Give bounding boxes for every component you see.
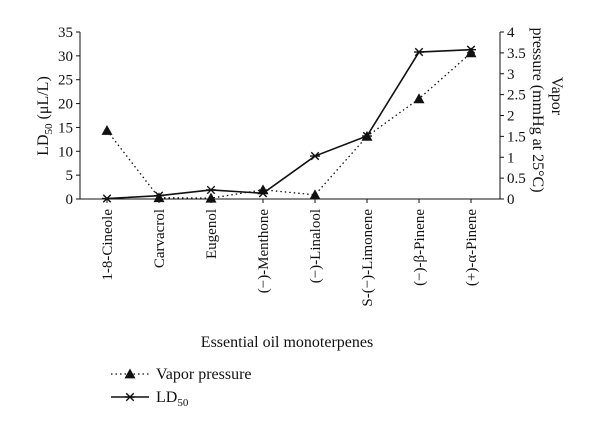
left-tick-label: 20 bbox=[58, 97, 73, 113]
right-axis-title-line2: pressure (mmHg at 25°C) bbox=[529, 27, 546, 192]
right-tick-label: 3.5 bbox=[507, 46, 526, 62]
plot-area bbox=[101, 45, 477, 203]
legend-label: Vapor pressure bbox=[156, 366, 252, 383]
x-tick-label: Carvacrol bbox=[152, 209, 168, 268]
left-tick-label: 15 bbox=[58, 120, 73, 136]
legend-label: LD50 bbox=[156, 389, 189, 409]
vapor-pressure-point bbox=[205, 192, 217, 203]
right-axis-title-line1: Vapor bbox=[548, 77, 565, 116]
legend: Vapor pressure LD50 bbox=[111, 366, 252, 409]
axes: 0 5 10 15 20 25 30 35 0 0.5 1 1.5 2 2.5 3 3.5 4 1-8-Cineo… bbox=[35, 25, 565, 351]
x-tick-label: S-(−)-Limonene bbox=[360, 209, 376, 307]
x-tick-label: (+)-α-Pinene bbox=[464, 209, 480, 286]
left-axis-title-main: LD bbox=[35, 134, 52, 155]
vapor-pressure-point bbox=[153, 192, 165, 203]
right-tick-label: 3 bbox=[507, 67, 515, 83]
vapor-pressure-point bbox=[465, 47, 477, 58]
legend-marker-triangle bbox=[124, 368, 136, 379]
right-tick-label: 1 bbox=[507, 150, 515, 166]
right-tick-label: 2.5 bbox=[507, 88, 526, 104]
ld50-point bbox=[466, 45, 476, 54]
vapor-pressure-point bbox=[413, 93, 425, 104]
right-tick-label: 0.5 bbox=[507, 171, 526, 187]
ld50-point bbox=[310, 151, 320, 161]
left-tick-label: 10 bbox=[58, 144, 73, 160]
ld50-point bbox=[206, 185, 216, 195]
left-tick-label: 0 bbox=[66, 192, 74, 208]
ld50-point bbox=[362, 131, 372, 141]
series-line-vapor-pressure bbox=[106, 52, 472, 199]
right-tick-label: 0 bbox=[507, 192, 515, 208]
x-tick-label: 1-8-Cineole bbox=[100, 209, 116, 281]
legend-marker-asterisk bbox=[125, 392, 135, 402]
x-tick-label: Eugenol bbox=[204, 209, 220, 259]
right-tick-label: 4 bbox=[507, 25, 515, 41]
left-tick-label: 30 bbox=[58, 49, 73, 65]
right-tick-label: 1.5 bbox=[507, 129, 526, 145]
legend-label-sub: 50 bbox=[177, 397, 189, 409]
x-tick-label: (−)-Menthone bbox=[256, 209, 272, 294]
vapor-pressure-point bbox=[101, 125, 113, 135]
ld50-point bbox=[258, 189, 268, 198]
legend-label-main: LD bbox=[156, 389, 177, 406]
left-axis-title: LD50 (μL/L) bbox=[35, 76, 55, 156]
series-line-ld50 bbox=[106, 48, 472, 200]
left-axis-title-unit: (μL/L) bbox=[35, 76, 52, 123]
left-axis-title-sub: 50 bbox=[43, 123, 55, 135]
legend-label-main: Vapor pressure bbox=[156, 366, 252, 383]
left-tick-label: 35 bbox=[58, 25, 73, 41]
ld50-point bbox=[414, 47, 424, 57]
left-tick-label: 5 bbox=[66, 168, 74, 184]
x-tick-label: (−)-β-Pinene bbox=[412, 209, 428, 286]
vapor-pressure-point bbox=[309, 189, 321, 200]
left-tick-label: 25 bbox=[58, 73, 73, 89]
right-tick-label: 2 bbox=[507, 109, 515, 125]
x-tick-label: (−)-Linalool bbox=[308, 209, 324, 283]
ld50-point bbox=[154, 191, 164, 200]
x-axis-title: Essential oil monoterpenes bbox=[201, 334, 373, 351]
